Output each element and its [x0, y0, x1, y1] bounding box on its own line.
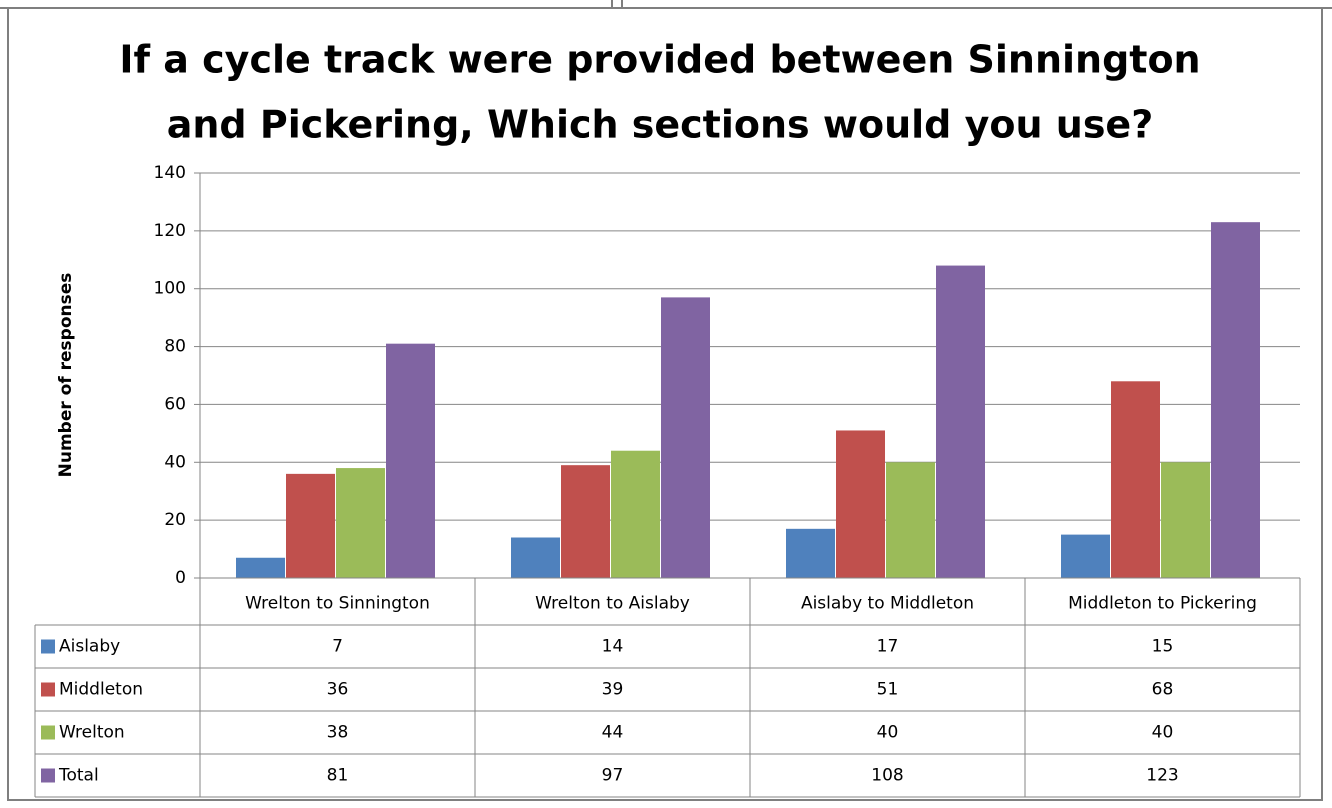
legend-key — [41, 682, 55, 697]
table-value: 14 — [602, 637, 624, 657]
x-tick-label: Middleton to Pickering — [1068, 594, 1257, 614]
bar — [236, 557, 285, 578]
table-value: 44 — [602, 723, 624, 743]
y-tick-label: 60 — [164, 394, 186, 414]
bar — [386, 343, 435, 578]
y-axis-label: Number of responses — [56, 273, 76, 478]
legend-label: Aislaby — [59, 637, 120, 657]
table-value: 123 — [1146, 766, 1178, 786]
bar — [1161, 462, 1210, 578]
bar — [511, 537, 560, 578]
bar — [611, 450, 660, 578]
table-value: 17 — [877, 637, 899, 657]
table-value: 40 — [877, 723, 899, 743]
table-value: 36 — [327, 680, 349, 700]
x-tick-label: Aislaby to Middleton — [801, 594, 974, 614]
y-tick-label: 20 — [164, 510, 186, 530]
bar — [661, 297, 710, 578]
legend-label: Total — [58, 766, 99, 786]
y-tick-label: 0 — [175, 568, 186, 588]
table-value: 108 — [871, 766, 903, 786]
bar — [561, 465, 610, 578]
legend-key — [41, 725, 55, 740]
legend-label: Wrelton — [59, 723, 125, 743]
chart-title: If a cycle track were provided between S… — [119, 38, 1200, 82]
legend-label: Middleton — [59, 680, 143, 700]
table-value: 97 — [602, 766, 624, 786]
table-value: 51 — [877, 680, 899, 700]
y-tick-label: 40 — [164, 452, 186, 472]
x-tick-label: Wrelton to Sinnington — [245, 594, 430, 614]
y-tick-label: 120 — [154, 221, 186, 241]
bar — [836, 430, 885, 578]
bar — [336, 468, 385, 578]
legend-key — [41, 768, 55, 783]
bar — [1061, 534, 1110, 578]
table-value: 68 — [1152, 680, 1174, 700]
table-value: 39 — [602, 680, 624, 700]
y-tick-label: 140 — [154, 163, 186, 183]
table-value: 7 — [332, 637, 343, 657]
table-value: 81 — [327, 766, 349, 786]
bar — [786, 528, 835, 578]
bar — [1211, 222, 1260, 578]
bar — [936, 265, 985, 578]
table-value: 40 — [1152, 723, 1174, 743]
table-value: 15 — [1152, 637, 1174, 657]
x-tick-label: Wrelton to Aislaby — [535, 594, 690, 614]
y-tick-label: 100 — [154, 279, 186, 299]
chart-title: and Pickering, Which sections would you … — [167, 103, 1154, 147]
y-tick-label: 80 — [164, 337, 186, 357]
bar — [286, 473, 335, 578]
legend-key — [41, 639, 55, 654]
bar — [1111, 381, 1160, 578]
bar — [886, 462, 935, 578]
table-value: 38 — [327, 723, 349, 743]
